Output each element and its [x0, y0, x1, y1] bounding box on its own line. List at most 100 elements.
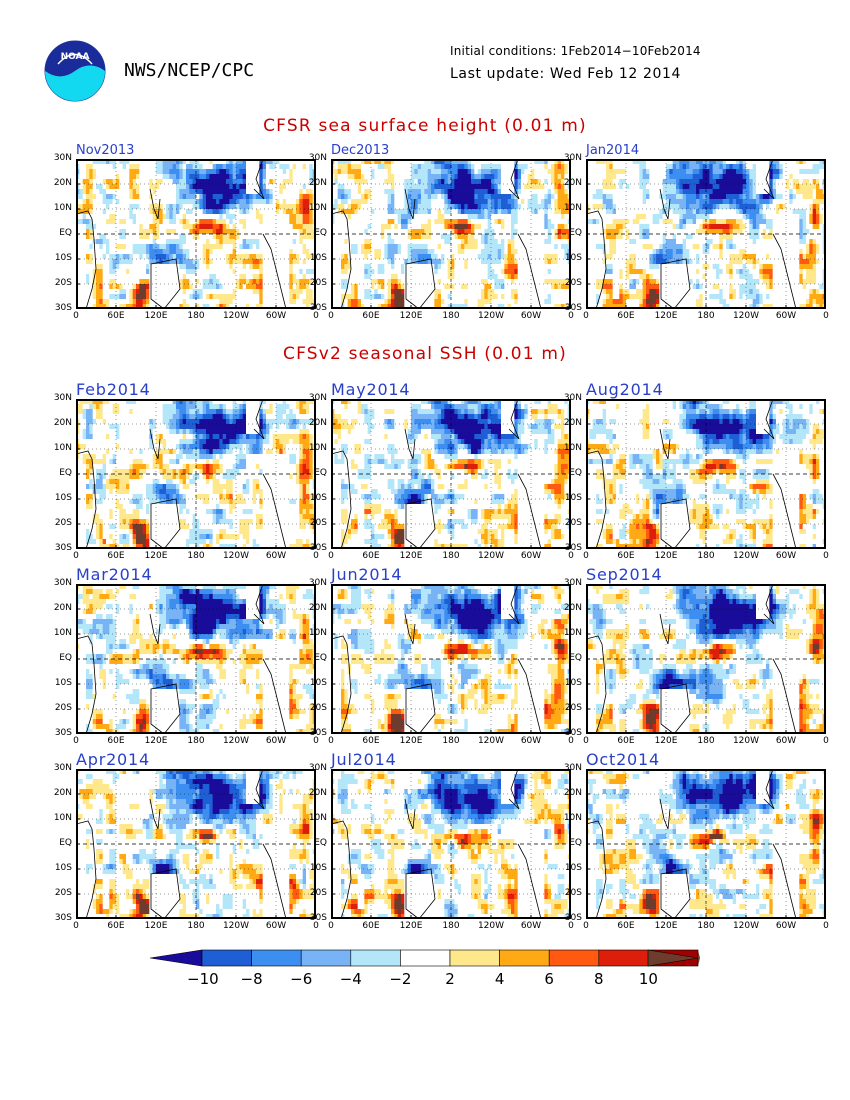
lat-label: 20N [44, 788, 72, 798]
lon-label: 120W [729, 551, 763, 561]
lat-label: 10S [44, 678, 72, 688]
lat-label: EQ [44, 228, 72, 238]
lon-label: 180 [179, 311, 213, 321]
panel-title: May2014 [331, 380, 410, 399]
lon-label: 120W [474, 736, 508, 746]
lat-label: EQ [299, 653, 327, 663]
lon-label: 180 [179, 551, 213, 561]
lat-label: 20N [44, 178, 72, 188]
lat-label: EQ [299, 468, 327, 478]
colorbar-swatch [499, 949, 550, 967]
lat-label: 10N [554, 443, 582, 453]
lon-label: 60W [769, 551, 803, 561]
lat-label: EQ [554, 468, 582, 478]
lon-label: 120W [474, 311, 508, 321]
lon-label: 180 [434, 311, 468, 321]
lat-label: 30N [299, 763, 327, 773]
colorbar-low-arrow [150, 949, 203, 967]
lon-label: 60E [354, 736, 388, 746]
lon-label: 60E [99, 736, 133, 746]
lat-label: 10S [44, 493, 72, 503]
colorbar-label: −2 [385, 970, 415, 988]
last-update: Last update: Wed Feb 12 2014 [450, 66, 681, 82]
organization-name: NWS/NCEP/CPC [124, 60, 254, 81]
lon-label: 120W [729, 311, 763, 321]
lat-label: 30S [44, 543, 72, 553]
lat-label: 10N [554, 628, 582, 638]
lon-label: 0 [299, 551, 333, 561]
lat-label: 20S [299, 278, 327, 288]
lon-label: 60E [354, 311, 388, 321]
lon-label: 0 [554, 551, 588, 561]
ssh-anomaly-map [331, 769, 571, 919]
panel-title: Sep2014 [586, 565, 662, 584]
colorbar-label: 2 [435, 970, 465, 988]
lat-label: 10N [299, 443, 327, 453]
panel-title: Jan2014 [586, 143, 639, 158]
lat-label: 20S [554, 888, 582, 898]
lat-label: 10N [299, 628, 327, 638]
lat-label: 30N [44, 393, 72, 403]
lon-label: 120E [139, 551, 173, 561]
lat-label: EQ [44, 838, 72, 848]
lon-label: 120W [474, 921, 508, 931]
lat-label: 30N [554, 153, 582, 163]
colorbar-label: −8 [237, 970, 267, 988]
lon-label: 120W [219, 311, 253, 321]
lat-label: 20N [299, 788, 327, 798]
lat-label: 10N [554, 203, 582, 213]
lat-label: 20N [299, 603, 327, 613]
lon-label: 60W [514, 736, 548, 746]
lat-label: 10S [299, 863, 327, 873]
lon-label: 0 [809, 736, 843, 746]
lat-label: 30S [554, 913, 582, 923]
lat-label: 20S [44, 278, 72, 288]
colorbar [150, 949, 700, 967]
ssh-anomaly-map [331, 159, 571, 309]
lat-label: 20N [554, 788, 582, 798]
lat-label: 10N [554, 813, 582, 823]
lon-label: 180 [434, 736, 468, 746]
panel-title: Feb2014 [76, 380, 151, 399]
panel-title: Dec2013 [331, 143, 389, 158]
lon-label: 120E [139, 921, 173, 931]
lon-label: 60E [354, 551, 388, 561]
lat-label: 10S [554, 863, 582, 873]
lat-label: 20N [44, 418, 72, 428]
lat-label: EQ [44, 468, 72, 478]
lon-label: 0 [314, 551, 348, 561]
lat-label: 30N [554, 763, 582, 773]
initial-conditions: Initial conditions: 1Feb2014−10Feb2014 [450, 44, 701, 58]
lon-label: 180 [179, 736, 213, 746]
lat-label: 10S [44, 253, 72, 263]
lon-label: 120W [219, 921, 253, 931]
lat-label: 30S [299, 728, 327, 738]
noaa-logo: NOAA [44, 40, 106, 102]
lon-label: 60E [99, 311, 133, 321]
lon-label: 60E [609, 921, 643, 931]
lat-label: 10N [44, 628, 72, 638]
colorbar-label: −6 [286, 970, 316, 988]
lat-label: 20N [554, 603, 582, 613]
forecast-section-title: CFSv2 seasonal SSH (0.01 m) [0, 344, 850, 364]
colorbar-label: −10 [187, 970, 219, 988]
lat-label: 30S [299, 913, 327, 923]
lon-label: 120W [729, 736, 763, 746]
lat-label: 10S [299, 493, 327, 503]
lat-label: 30N [44, 763, 72, 773]
lat-label: 20S [554, 518, 582, 528]
colorbar-swatch [548, 949, 600, 967]
lon-label: 180 [689, 551, 723, 561]
lat-label: 30S [299, 303, 327, 313]
lon-label: 0 [59, 736, 93, 746]
lat-label: 30N [554, 578, 582, 588]
lon-label: 120W [729, 921, 763, 931]
lat-label: 30N [299, 578, 327, 588]
colorbar-swatch [598, 949, 649, 967]
lat-label: 20S [44, 518, 72, 528]
lon-label: 180 [689, 311, 723, 321]
lat-label: 30S [44, 728, 72, 738]
ssh-anomaly-map [586, 584, 826, 734]
lat-label: 20S [44, 703, 72, 713]
lon-label: 120E [139, 736, 173, 746]
